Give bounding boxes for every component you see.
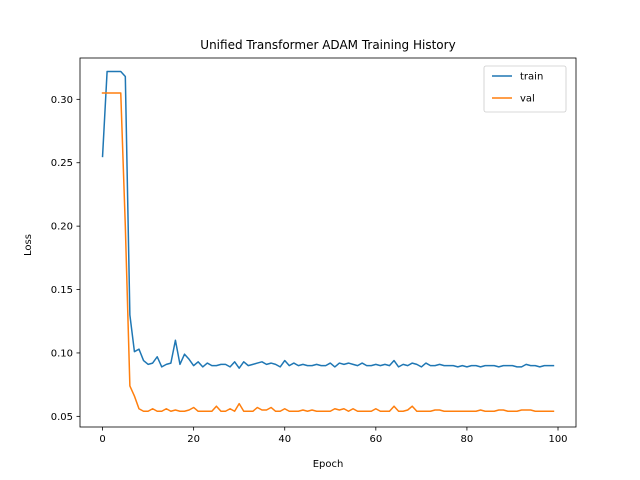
y-tick-label: 0.10 [51, 348, 73, 359]
legend-label-val: val [520, 94, 535, 105]
x-axis-label: Epoch [313, 459, 344, 470]
y-tick-label: 0.05 [51, 412, 73, 423]
y-tick-label: 0.15 [51, 285, 73, 296]
x-tick-label: 0 [99, 434, 105, 445]
series-line-train [101, 70, 555, 369]
axes-frame [79, 57, 577, 428]
plot-area [101, 70, 555, 413]
x-tick-label: 20 [187, 434, 200, 445]
y-tick-label: 0.25 [51, 158, 73, 169]
y-tick-label: 0.30 [51, 95, 73, 106]
x-tick-label: 80 [461, 434, 474, 445]
legend: train val [483, 65, 567, 113]
x-tick-label: 40 [278, 434, 291, 445]
y-tick-label: 0.20 [51, 222, 73, 233]
legend-label-train: train [520, 72, 543, 83]
x-tick-label: 100 [548, 434, 567, 445]
y-axis-label: Loss [23, 234, 34, 256]
series-line-val [101, 92, 555, 413]
axes: 0 20 40 60 80 100 0.05 0.10 0.15 0.20 0.25 0.30 [51, 57, 577, 445]
x-tick-label: 60 [369, 434, 382, 445]
legend-box [483, 65, 567, 113]
chart-title: Unified Transformer ADAM Training Histor… [200, 38, 455, 52]
